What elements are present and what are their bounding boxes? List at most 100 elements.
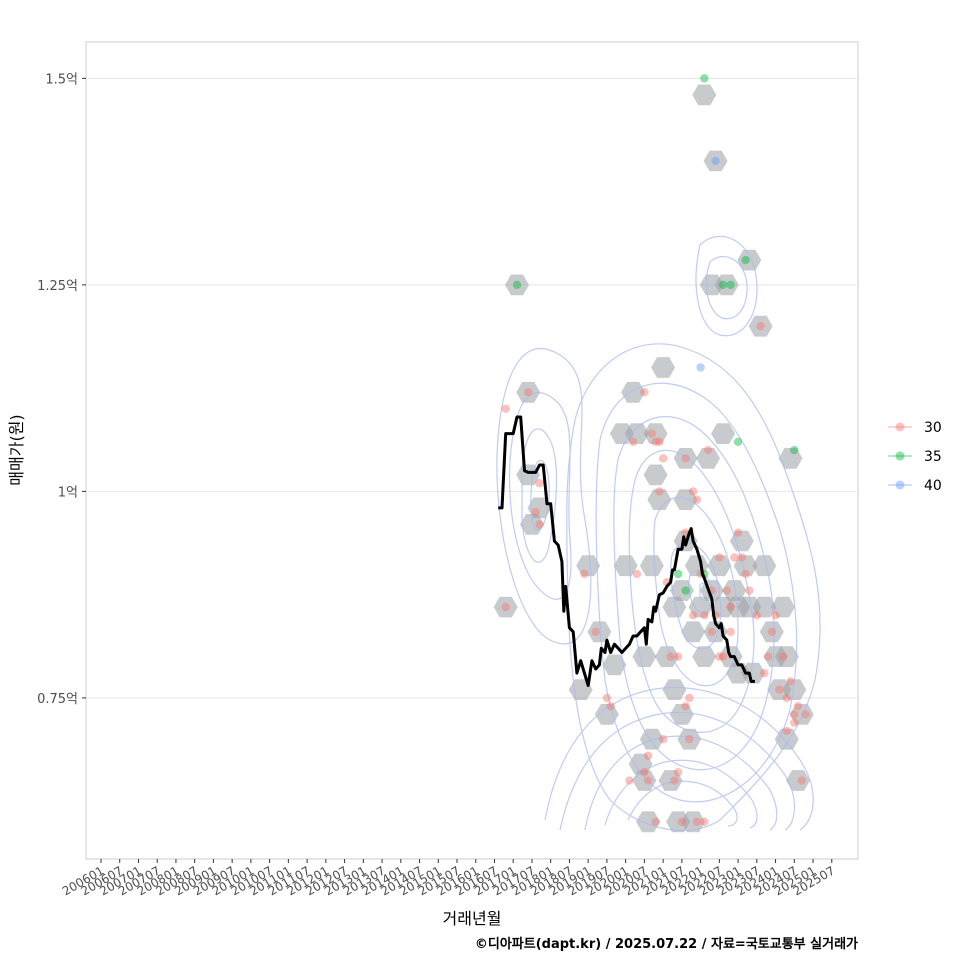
data-point-30	[737, 553, 747, 562]
contour-line	[508, 391, 572, 600]
points-layer	[501, 74, 810, 827]
data-point-30	[651, 817, 660, 827]
data-point-30	[786, 677, 795, 686]
data-point-30	[718, 652, 728, 661]
hexbin-cell	[516, 381, 541, 403]
hexbin-cell	[673, 489, 698, 510]
data-point-30	[688, 611, 698, 620]
data-point-30	[658, 735, 668, 744]
legend-label: 35	[924, 449, 942, 465]
data-point-35	[790, 445, 799, 455]
data-point-30	[580, 569, 589, 579]
hexbin-cell	[782, 679, 807, 700]
hexbin-cell	[669, 580, 694, 601]
y-tick-label: 1억	[58, 485, 78, 500]
data-point-30	[797, 776, 806, 785]
data-point-30	[666, 652, 675, 661]
data-point-30	[640, 388, 649, 397]
data-point-30	[778, 652, 788, 661]
contour-line	[595, 382, 798, 803]
hexbin-cell	[778, 448, 803, 469]
data-point-30	[760, 668, 769, 678]
hexbin-cell	[771, 596, 795, 618]
data-point-30	[628, 437, 638, 447]
data-point-30	[681, 701, 690, 711]
hexbin-cell	[576, 555, 601, 577]
hexbin-cell	[681, 811, 706, 833]
data-point-30	[531, 507, 540, 517]
hexbin-cell	[624, 423, 649, 444]
hexbin-cell	[786, 770, 810, 791]
hexbin-cell	[729, 530, 754, 552]
hexbin-cell	[643, 464, 668, 486]
legend-key	[895, 451, 905, 461]
data-point-30	[670, 776, 679, 785]
data-point-30	[673, 652, 683, 661]
contour-line	[613, 416, 775, 771]
hexbin-cell	[662, 679, 687, 700]
hexbin-cell	[636, 811, 661, 833]
data-point-30	[501, 404, 510, 413]
data-point-30	[673, 768, 683, 777]
hexbin-cell	[654, 646, 679, 667]
data-point-30	[793, 701, 803, 711]
legend-key	[895, 480, 905, 490]
data-point-30	[688, 487, 698, 496]
data-point-30	[602, 693, 612, 703]
hexbin-cell	[752, 555, 777, 577]
data-point-40	[696, 363, 705, 372]
data-point-30	[733, 528, 743, 537]
data-point-30	[643, 751, 653, 760]
contour-line	[544, 686, 814, 831]
data-point-30	[771, 611, 780, 620]
hexbin-cell	[594, 704, 619, 725]
data-point-30	[782, 726, 791, 736]
y-axis: 0.75억 1억 1.25억 1.5억	[37, 72, 86, 707]
hexbin-cell	[789, 704, 814, 725]
data-point-35	[726, 280, 735, 290]
data-point-30	[752, 611, 762, 620]
hexbin-cell	[692, 84, 717, 106]
legend-key	[895, 422, 905, 432]
data-point-30	[640, 768, 649, 777]
data-point-40	[711, 156, 720, 166]
data-point-30	[715, 553, 724, 562]
data-point-30	[692, 817, 702, 827]
legend-label: 40	[924, 478, 942, 494]
data-point-30	[790, 718, 799, 727]
y-tick-label: 1.5억	[45, 72, 78, 87]
contour-line	[604, 759, 758, 829]
hexbin-cell	[587, 621, 612, 643]
y-gridlines	[86, 77, 858, 699]
hexbin-cell	[493, 596, 518, 618]
hexbin-cell	[602, 654, 627, 676]
y-axis-title: 매매가(원)	[7, 414, 26, 485]
data-point-30	[700, 817, 709, 827]
data-point-30	[715, 652, 724, 661]
data-point-30	[606, 701, 615, 711]
hexbin-cell	[707, 555, 732, 577]
contour-line	[628, 449, 755, 733]
y-tick-label: 0.75억	[37, 692, 78, 707]
y-tick-label: 1.25억	[37, 279, 78, 294]
hexbin-cell	[632, 646, 657, 667]
data-point-30	[692, 495, 702, 504]
data-point-30	[745, 586, 754, 595]
data-point-30	[591, 627, 600, 637]
data-point-30	[703, 445, 713, 455]
data-point-30	[726, 602, 735, 612]
data-point-35	[718, 280, 728, 290]
data-point-30	[655, 487, 664, 496]
hexbin-cell	[711, 423, 736, 444]
contour-line	[584, 735, 778, 831]
data-point-30	[524, 388, 533, 397]
hexbin-cell	[669, 704, 694, 725]
data-point-30	[681, 454, 690, 463]
hexbin-cell	[748, 315, 773, 337]
hexbin-cell	[737, 249, 762, 271]
hexbin-cell	[703, 150, 728, 172]
contour-line	[670, 542, 722, 650]
data-point-30	[643, 776, 653, 785]
hexbin-cell	[741, 662, 766, 684]
plot-background	[85, 41, 859, 860]
